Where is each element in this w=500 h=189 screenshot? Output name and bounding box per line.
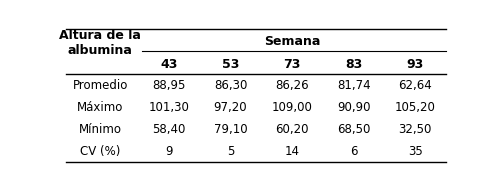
Text: 62,64: 62,64 xyxy=(398,79,432,92)
Text: 90,90: 90,90 xyxy=(337,101,370,114)
Text: 73: 73 xyxy=(284,58,301,71)
Text: CV (%): CV (%) xyxy=(80,145,120,158)
Text: 58,40: 58,40 xyxy=(152,123,186,136)
Text: 86,26: 86,26 xyxy=(276,79,309,92)
Text: 6: 6 xyxy=(350,145,358,158)
Text: Promedio: Promedio xyxy=(72,79,128,92)
Text: 43: 43 xyxy=(160,58,178,71)
Text: 5: 5 xyxy=(227,145,234,158)
Text: Altura de la
albumina: Altura de la albumina xyxy=(60,29,141,57)
Text: 83: 83 xyxy=(345,58,362,71)
Text: 93: 93 xyxy=(406,58,424,71)
Text: 53: 53 xyxy=(222,58,239,71)
Text: 86,30: 86,30 xyxy=(214,79,247,92)
Text: 81,74: 81,74 xyxy=(337,79,370,92)
Text: 105,20: 105,20 xyxy=(395,101,436,114)
Text: 88,95: 88,95 xyxy=(152,79,186,92)
Text: 97,20: 97,20 xyxy=(214,101,248,114)
Text: 32,50: 32,50 xyxy=(398,123,432,136)
Text: 14: 14 xyxy=(284,145,300,158)
Text: 35: 35 xyxy=(408,145,422,158)
Text: Máximo: Máximo xyxy=(77,101,124,114)
Text: Semana: Semana xyxy=(264,36,320,48)
Text: Mínimo: Mínimo xyxy=(79,123,122,136)
Text: 9: 9 xyxy=(165,145,172,158)
Text: 60,20: 60,20 xyxy=(276,123,309,136)
Text: 109,00: 109,00 xyxy=(272,101,312,114)
Text: 101,30: 101,30 xyxy=(148,101,190,114)
Text: 79,10: 79,10 xyxy=(214,123,248,136)
Text: 68,50: 68,50 xyxy=(337,123,370,136)
